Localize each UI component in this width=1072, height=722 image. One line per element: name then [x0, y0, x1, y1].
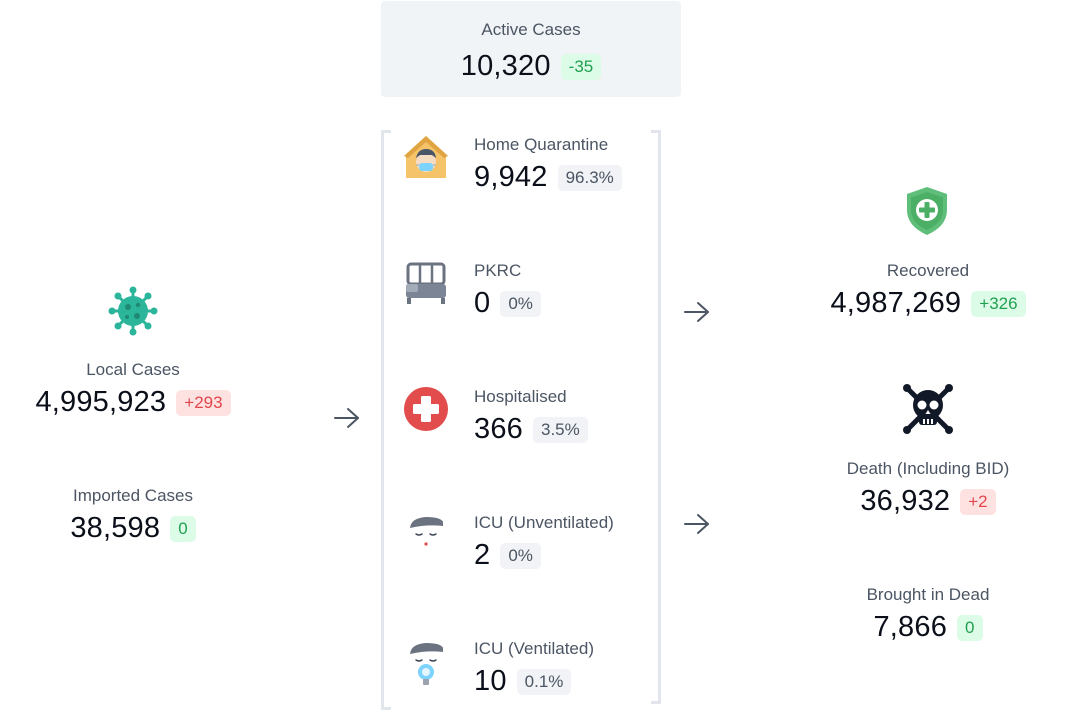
- recovered-delta: +326: [971, 290, 1026, 317]
- hospitalised-value-row: 366 3.5%: [474, 413, 588, 446]
- hospitalised-label: Hospitalised: [474, 387, 567, 406]
- recovered-label: Recovered: [886, 261, 970, 280]
- virus-icon: [108, 286, 158, 341]
- local-cases-value-row: 4,995,923 +293: [0, 386, 266, 419]
- bid-value-row: 7,866 0: [800, 611, 1056, 644]
- icu-unventilated-value-row: 2 0%: [474, 539, 541, 572]
- pkrc-percent: 0%: [500, 290, 541, 317]
- death-label: Death (Including BID): [846, 459, 1010, 478]
- bid-delta: 0: [957, 614, 983, 641]
- local-cases-value: 4,995,923: [35, 386, 167, 418]
- imported-cases-delta: 0: [170, 515, 196, 542]
- recovered-value: 4,987,269: [830, 287, 962, 319]
- arrow-right-icon: [683, 512, 711, 541]
- icu-ventilated-label: ICU (Ventilated): [474, 639, 594, 658]
- hospitalised-percent: 3.5%: [533, 416, 588, 443]
- pkrc-value-row: 0 0%: [474, 287, 541, 320]
- death-value-row: 36,932 +2: [800, 485, 1056, 518]
- left-bracket: [381, 130, 391, 710]
- icu-unventilated-value: 2: [474, 539, 491, 571]
- home-quarantine-value: 9,942: [474, 161, 548, 193]
- bed-icon: [405, 262, 447, 311]
- home-quarantine-percent: 96.3%: [557, 164, 622, 191]
- imported-cases-label: Imported Cases: [73, 486, 193, 505]
- right-bracket: [651, 130, 661, 704]
- skull-crossbones-icon: [902, 383, 954, 440]
- pkrc-label: PKRC: [474, 261, 522, 280]
- active-cases-value-row: 10,320 -35: [381, 50, 681, 83]
- active-cases-value: 10,320: [460, 50, 551, 82]
- ventilated-patient-icon: [407, 640, 445, 691]
- imported-cases-value-row: 38,598 0: [0, 512, 266, 545]
- icu-unventilated-label: ICU (Unventilated): [474, 513, 614, 532]
- home-quarantine-label: Home Quarantine: [474, 135, 609, 154]
- hospitalised-value: 366: [474, 413, 523, 445]
- death-value: 36,932: [860, 485, 951, 517]
- home-quarantine-value-row: 9,942 96.3%: [474, 161, 622, 194]
- recovered-value-row: 4,987,269 +326: [800, 287, 1056, 320]
- icu-unventilated-percent: 0%: [500, 542, 541, 569]
- active-cases-label: Active Cases: [481, 20, 581, 39]
- imported-cases-value: 38,598: [70, 512, 161, 544]
- icu-ventilated-percent: 0.1%: [516, 668, 572, 695]
- local-cases-delta: +293: [176, 389, 231, 416]
- bid-value: 7,866: [873, 611, 948, 643]
- arrow-right-icon: [333, 406, 361, 435]
- active-cases-card: [381, 1, 681, 97]
- hospital-cross-icon: [403, 386, 449, 437]
- shield-plus-icon: [905, 186, 949, 241]
- arrow-right-icon: [683, 300, 711, 329]
- death-delta: +2: [960, 488, 996, 515]
- bid-label: Brought in Dead: [866, 585, 990, 604]
- local-cases-label: Local Cases: [86, 360, 180, 379]
- icu-ventilated-value-row: 10 0.1%: [474, 665, 572, 698]
- home-quarantine-icon: [404, 134, 448, 185]
- active-cases-delta: -35: [560, 53, 602, 80]
- icu-ventilated-value: 10: [474, 665, 507, 697]
- pkrc-value: 0: [474, 287, 491, 319]
- icu-patient-icon: [407, 514, 445, 555]
